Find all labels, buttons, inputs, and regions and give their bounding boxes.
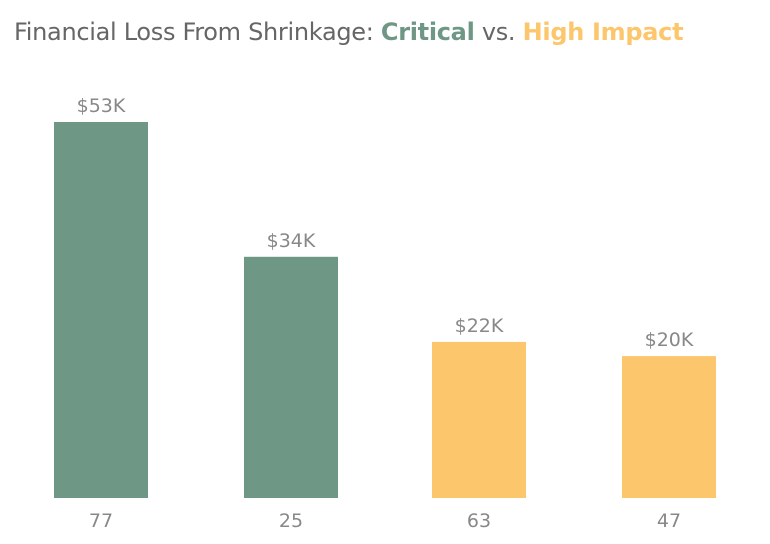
data-label: $53K	[77, 95, 126, 117]
data-label: $22K	[455, 315, 504, 337]
title-prefix: Financial Loss From Shrinkage:	[14, 18, 381, 46]
x-tick-label: 47	[657, 510, 681, 532]
title-middle: vs.	[474, 18, 523, 46]
title-critical: Critical	[380, 18, 475, 46]
bar-47	[622, 356, 716, 498]
bar-63	[432, 341, 526, 498]
x-tick-label: 77	[89, 510, 113, 532]
x-tick-label: 25	[279, 510, 303, 532]
bar-77	[54, 122, 148, 498]
bar-25	[244, 256, 338, 498]
data-label: $34K	[267, 230, 316, 252]
title-high-impact: High Impact	[522, 18, 684, 46]
x-tick-label: 63	[467, 510, 491, 532]
data-label: $20K	[645, 329, 694, 351]
chart-title: Financial Loss From Shrinkage: Critical …	[14, 18, 684, 46]
